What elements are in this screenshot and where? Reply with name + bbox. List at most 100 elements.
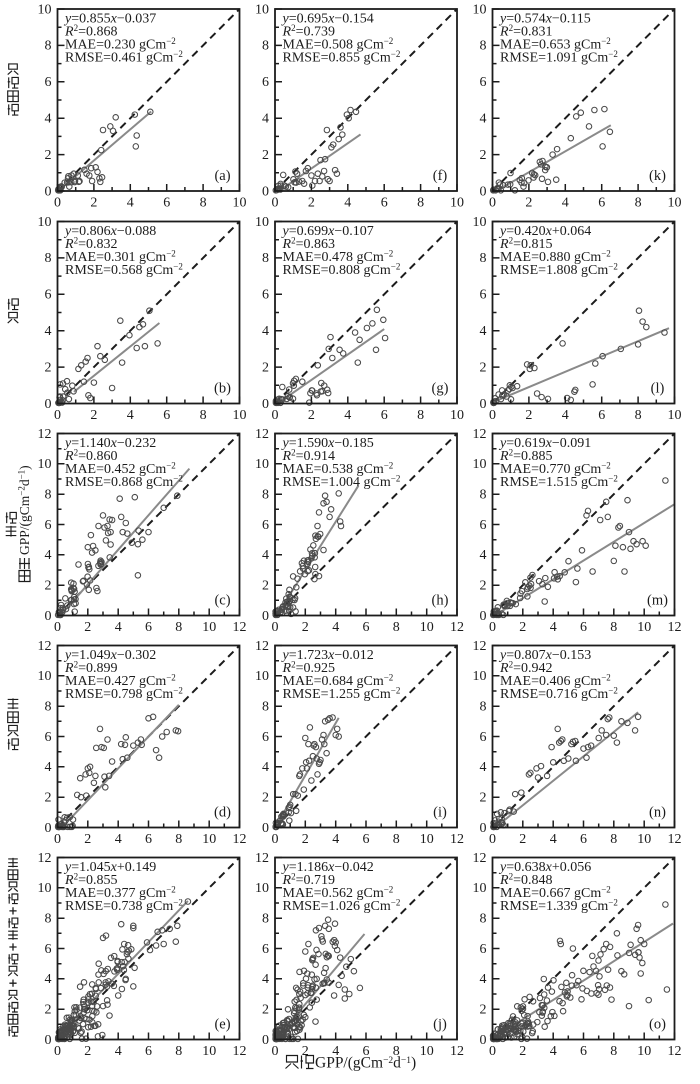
svg-text:0: 0 (272, 1044, 279, 1059)
svg-text:2: 2 (84, 832, 91, 847)
svg-text:y=0.806x−0.088: y=0.806x−0.088 (63, 224, 156, 239)
svg-text:4: 4 (45, 324, 52, 339)
svg-text:0: 0 (480, 397, 487, 412)
svg-text:2: 2 (84, 620, 91, 635)
svg-text:y=1.590x−0.185: y=1.590x−0.185 (281, 436, 374, 451)
svg-text:10: 10 (473, 457, 487, 472)
svg-text:8: 8 (480, 39, 487, 54)
svg-text:R2=0.860: R2=0.860 (64, 448, 117, 465)
svg-text:8: 8 (45, 488, 52, 503)
svg-text:(m): (m) (647, 593, 668, 609)
svg-text:8: 8 (200, 408, 207, 423)
svg-text:4: 4 (115, 832, 122, 847)
svg-text:4: 4 (45, 548, 52, 563)
svg-text:y=0.807x−0.153: y=0.807x−0.153 (498, 648, 591, 663)
svg-text:2: 2 (45, 579, 52, 594)
svg-text:0: 0 (489, 408, 496, 423)
svg-text:R2=0.848: R2=0.848 (499, 872, 552, 889)
svg-text:(i): (i) (433, 805, 447, 821)
svg-text:10: 10 (420, 1044, 434, 1059)
svg-text:10: 10 (637, 620, 651, 635)
svg-text:10: 10 (450, 196, 464, 211)
svg-text:(f): (f) (433, 168, 448, 184)
svg-text:MAE=0.562 gCm−2: MAE=0.562 gCm−2 (283, 885, 394, 902)
svg-text:4: 4 (262, 548, 269, 563)
svg-text:8: 8 (393, 1044, 400, 1059)
svg-text:8: 8 (262, 700, 269, 715)
svg-text:4: 4 (480, 972, 487, 987)
svg-text:0: 0 (45, 184, 52, 199)
svg-text:(d): (d) (214, 805, 231, 821)
svg-text:MAE=0.478 gCm−2: MAE=0.478 gCm−2 (283, 249, 394, 266)
svg-text:8: 8 (45, 39, 52, 54)
svg-text:2: 2 (525, 196, 532, 211)
svg-text:0: 0 (489, 832, 496, 847)
svg-text:RMSE=1.004 gCm−2: RMSE=1.004 gCm−2 (283, 474, 401, 491)
svg-text:0: 0 (45, 821, 52, 836)
svg-text:6: 6 (580, 620, 587, 635)
svg-text:4: 4 (45, 760, 52, 775)
svg-text:2: 2 (480, 579, 487, 594)
svg-text:4: 4 (115, 1044, 122, 1059)
svg-text:6: 6 (381, 408, 388, 423)
svg-text:(l): (l) (651, 381, 665, 397)
svg-text:4: 4 (332, 832, 339, 847)
svg-text:RMSE=1.339 gCm−2: RMSE=1.339 gCm−2 (500, 898, 618, 915)
svg-text:4: 4 (480, 760, 487, 775)
svg-text:MAE=0.406 gCm−2: MAE=0.406 gCm−2 (500, 673, 611, 690)
svg-text:2: 2 (84, 1044, 91, 1059)
svg-text:12: 12 (450, 620, 464, 635)
svg-text:12: 12 (668, 620, 682, 635)
svg-text:6: 6 (480, 518, 487, 533)
svg-text:R2=0.719: R2=0.719 (282, 872, 335, 889)
svg-text:y=1.049x−0.302: y=1.049x−0.302 (63, 648, 156, 663)
svg-text:10: 10 (202, 832, 216, 847)
svg-text:R2=0.855: R2=0.855 (64, 872, 117, 889)
svg-text:10: 10 (38, 2, 52, 17)
svg-text:6: 6 (480, 942, 487, 957)
svg-text:8: 8 (635, 408, 642, 423)
svg-text:4: 4 (550, 1044, 557, 1059)
svg-text:0: 0 (54, 196, 61, 211)
svg-text:8: 8 (417, 408, 424, 423)
svg-text:0: 0 (272, 832, 279, 847)
svg-text:8: 8 (262, 488, 269, 503)
svg-text:0: 0 (480, 1033, 487, 1048)
svg-text:R2=0.868: R2=0.868 (64, 23, 117, 40)
svg-text:6: 6 (163, 196, 170, 211)
svg-text:4: 4 (262, 112, 269, 127)
svg-text:8: 8 (635, 196, 642, 211)
svg-text:10: 10 (473, 881, 487, 896)
svg-text:12: 12 (233, 832, 247, 847)
svg-text:8: 8 (610, 620, 617, 635)
svg-text:RMSE=0.868 gCm−2: RMSE=0.868 gCm−2 (65, 474, 183, 491)
svg-text:(g): (g) (432, 381, 449, 397)
svg-text:RMSE=0.461 gCm−2: RMSE=0.461 gCm−2 (65, 49, 183, 66)
svg-text:0: 0 (54, 620, 61, 635)
svg-text:4: 4 (550, 832, 557, 847)
svg-text:2: 2 (525, 408, 532, 423)
svg-text:8: 8 (262, 912, 269, 927)
svg-text:6: 6 (580, 1044, 587, 1059)
svg-text:10: 10 (255, 215, 269, 230)
svg-text:6: 6 (145, 620, 152, 635)
svg-text:0: 0 (489, 1044, 496, 1059)
svg-text:y=0.638x+0.056: y=0.638x+0.056 (498, 860, 591, 875)
svg-text:12: 12 (473, 851, 487, 866)
svg-text:4: 4 (562, 408, 569, 423)
svg-text:MAE=0.880 gCm−2: MAE=0.880 gCm−2 (500, 249, 611, 266)
svg-text:6: 6 (45, 730, 52, 745)
svg-text:RMSE=0.738 gCm−2: RMSE=0.738 gCm−2 (65, 898, 183, 915)
svg-text:R2=0.815: R2=0.815 (499, 236, 552, 253)
svg-text:6: 6 (480, 730, 487, 745)
svg-text:2: 2 (480, 360, 487, 375)
svg-text:4: 4 (480, 548, 487, 563)
svg-text:RMSE=0.568 gCm−2: RMSE=0.568 gCm−2 (65, 262, 183, 279)
svg-text:0: 0 (262, 1033, 269, 1048)
svg-text:0: 0 (489, 196, 496, 211)
svg-text:10: 10 (420, 832, 434, 847)
svg-text:RMSE=1.808 gCm−2: RMSE=1.808 gCm−2 (500, 262, 618, 279)
svg-text:8: 8 (480, 251, 487, 266)
svg-text:12: 12 (473, 427, 487, 442)
svg-text:0: 0 (262, 397, 269, 412)
